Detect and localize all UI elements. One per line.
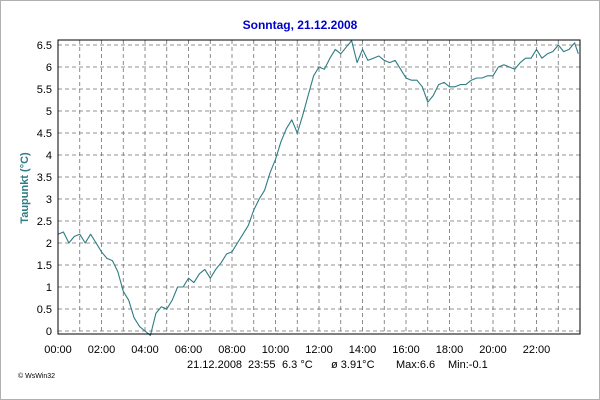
y-tick-label: 5 [46,106,52,118]
x-tick-label: 18:00 [436,344,464,356]
plot-area-border [57,39,581,335]
y-tick-labels: 0 0.5 1 1.5 2 2.5 3 3.5 4 4.5 5 5.5 6 6.5 [37,40,52,338]
footer-average: ø 3.91°C [331,359,375,371]
y-tick-label: 0 [46,326,52,338]
x-tick-label: 20:00 [479,344,507,356]
y-tick-label: 4 [46,150,52,162]
x-tick-label: 00:00 [44,344,72,356]
x-tick-labels: 00:00 02:00 04:00 06:00 08:00 10:00 12:00 14:00… [44,344,550,356]
chart-title: Sonntag, 21.12.2008 [243,18,358,32]
footer-stats: 21.12.2008 23:55 6.3 °C ø 3.91°C Max:6.6… [187,359,488,371]
y-tick-label: 3 [46,194,52,206]
y-axis-label: Taupunkt (°C) [19,152,31,224]
x-tick-label: 10:00 [262,344,290,356]
y-tick-label: 6 [46,62,52,74]
grid-lines [58,40,580,334]
x-tick-label: 14:00 [349,344,377,356]
x-tick-label: 06:00 [175,344,203,356]
y-tick-label: 2.5 [37,216,52,228]
y-tick-label: 4.5 [37,128,52,140]
y-tick-label: 1 [46,282,52,294]
y-tick-label: 6.5 [37,40,52,52]
x-tick-label: 16:00 [392,344,420,356]
y-tick-label: 2 [46,238,52,250]
x-tick-label: 08:00 [218,344,246,356]
footer-current-value: 6.3 °C [282,359,313,371]
x-tick-label: 02:00 [88,344,116,356]
series-group [57,40,579,336]
series-line-dew-point [57,40,579,336]
x-tick-label: 22:00 [523,344,551,356]
footer-max: Max:6.6 [396,359,435,371]
x-tick-label: 04:00 [131,344,159,356]
y-tick-label: 0.5 [37,304,52,316]
footer-date: 21.12.2008 [187,359,242,371]
y-tick-label: 5.5 [37,84,52,96]
y-tick-label: 1.5 [37,260,52,272]
footer-time: 23:55 [248,359,276,371]
footer-min: Min:-0.1 [448,359,488,371]
y-tick-label: 3.5 [37,172,52,184]
app-logo: © WsWin32 [18,373,56,380]
x-tick-label: 12:00 [305,344,333,356]
